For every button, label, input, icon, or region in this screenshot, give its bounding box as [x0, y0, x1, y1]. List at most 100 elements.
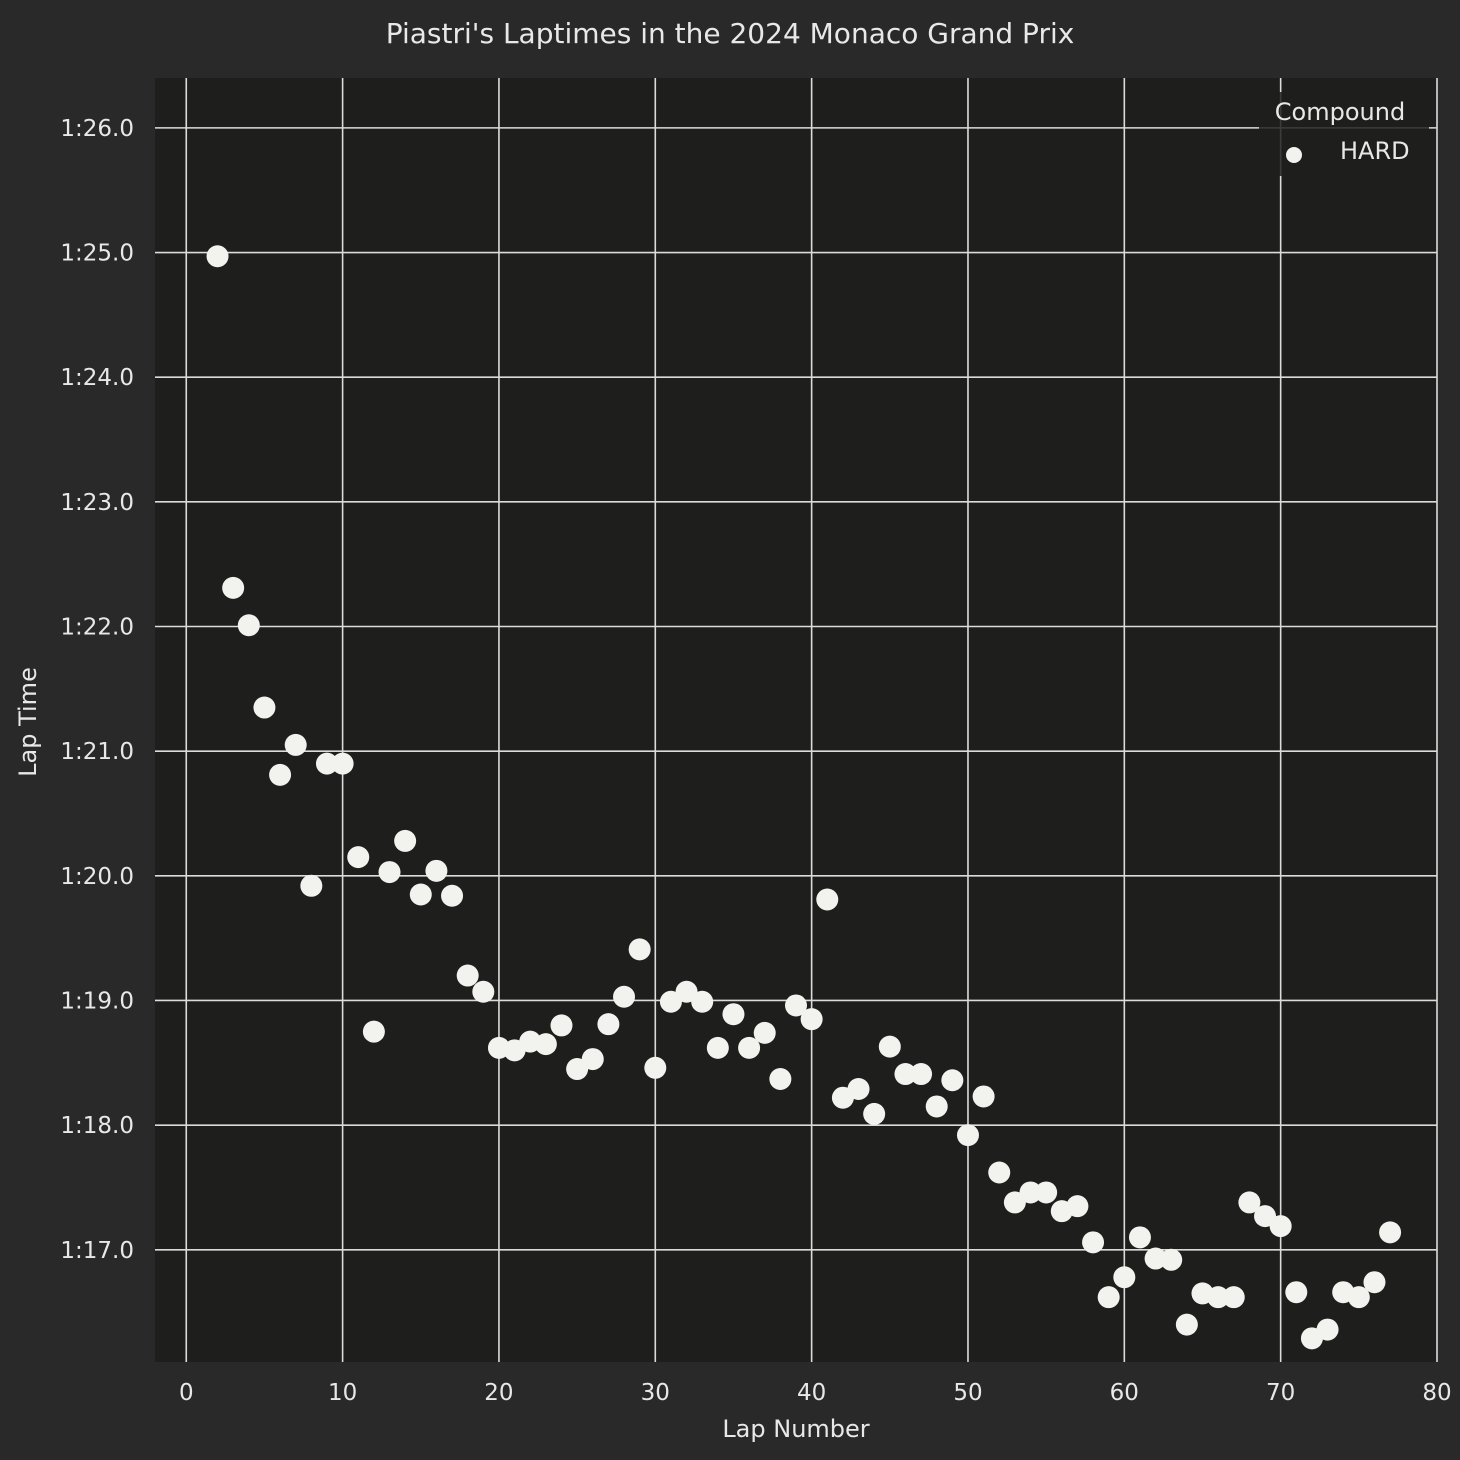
data-point: [816, 888, 839, 911]
data-point: [1082, 1231, 1105, 1254]
x-axis-ticks: 0 10 20 30 40 50 60 70 80: [179, 1380, 1452, 1406]
data-point: [1066, 1195, 1089, 1218]
data-point: [972, 1085, 995, 1108]
y-axis-label: Lap Time: [14, 667, 42, 777]
data-point: [659, 990, 682, 1013]
x-tick-label: 30: [641, 1380, 670, 1406]
y-tick-label: 1:24.0: [60, 365, 134, 391]
y-axis-ticks: 1:17.0 1:18.0 1:19.0 1:20.0 1:21.0 1:22.0 1:23…: [60, 116, 134, 1264]
y-tick-label: 1:17.0: [60, 1238, 134, 1264]
data-point: [847, 1077, 870, 1100]
data-point: [722, 1003, 745, 1026]
data-point: [331, 752, 354, 775]
data-point: [378, 861, 401, 884]
data-point: [956, 1124, 979, 1147]
legend-marker-hard: [1286, 147, 1302, 163]
y-tick-label: 1:18.0: [60, 1113, 134, 1139]
data-point: [1363, 1271, 1386, 1294]
data-point: [425, 859, 448, 882]
x-tick-label: 60: [1110, 1380, 1139, 1406]
data-point: [738, 1036, 761, 1059]
data-point: [1316, 1318, 1339, 1341]
data-point: [863, 1102, 886, 1125]
data-point: [362, 1020, 385, 1043]
data-point: [941, 1069, 964, 1092]
data-point: [1113, 1266, 1136, 1289]
data-point: [1222, 1286, 1245, 1309]
y-tick-label: 1:23.0: [60, 490, 134, 516]
data-point: [534, 1033, 557, 1056]
data-point: [394, 829, 417, 852]
grid-lines: [155, 78, 1438, 1362]
plot-area: [155, 78, 1437, 1362]
data-point: [1285, 1281, 1308, 1304]
data-point: [1207, 1286, 1230, 1309]
data-point: [644, 1056, 667, 1079]
data-point: [785, 994, 807, 1017]
x-tick-label: 70: [1266, 1380, 1295, 1406]
data-point: [456, 964, 479, 987]
data-point: [988, 1161, 1011, 1184]
data-point: [597, 1013, 620, 1036]
data-point: [253, 696, 276, 719]
data-point: [566, 1058, 589, 1081]
legend-label-hard: HARD: [1340, 137, 1410, 165]
data-point: [1003, 1191, 1026, 1214]
chart-title: Piastri's Laptimes in the 2024 Monaco Gr…: [386, 17, 1075, 50]
data-point: [706, 1036, 729, 1059]
x-tick-label: 0: [179, 1380, 194, 1406]
x-tick-label: 40: [797, 1380, 826, 1406]
legend-title: Compound: [1275, 98, 1405, 126]
data-point: [441, 884, 464, 907]
data-point: [1035, 1181, 1058, 1204]
y-tick-label: 1:22.0: [60, 615, 134, 641]
y-tick-label: 1:25.0: [60, 241, 134, 267]
data-point: [1254, 1205, 1277, 1228]
data-point: [1128, 1226, 1151, 1249]
y-tick-label: 1:19.0: [60, 988, 134, 1014]
data-point: [910, 1063, 933, 1086]
data-point: [300, 874, 323, 897]
x-axis-label: Lap Number: [722, 1415, 869, 1443]
x-tick-label: 10: [328, 1380, 357, 1406]
data-point: [769, 1068, 792, 1091]
x-tick-label: 50: [953, 1380, 982, 1406]
x-tick-label: 80: [1422, 1380, 1451, 1406]
data-point: [284, 733, 307, 756]
data-point: [1160, 1248, 1183, 1271]
data-point: [628, 938, 651, 961]
data-point: [753, 1021, 776, 1044]
data-point: [1019, 1181, 1042, 1204]
legend-box: [1259, 92, 1429, 176]
y-tick-label: 1:20.0: [60, 864, 134, 890]
data-point: [1347, 1286, 1370, 1309]
data-point: [472, 980, 495, 1003]
data-point: [550, 1014, 573, 1037]
y-tick-label: 1:21.0: [60, 739, 134, 765]
data-point: [878, 1035, 901, 1058]
x-tick-label: 20: [484, 1380, 513, 1406]
data-point: [347, 846, 370, 869]
data-point: [409, 883, 432, 906]
legend: Compound HARD: [1259, 92, 1429, 176]
data-point: [1097, 1286, 1120, 1309]
data-point: [206, 245, 229, 268]
data-point: [675, 980, 698, 1003]
data-point: [1379, 1221, 1402, 1244]
data-point: [237, 614, 260, 637]
y-tick-label: 1:26.0: [60, 116, 134, 142]
data-point: [315, 752, 338, 775]
data-point: [800, 1008, 823, 1031]
data-point: [691, 990, 714, 1013]
data-point: [222, 576, 245, 599]
data-point: [581, 1048, 604, 1071]
data-point: [1175, 1313, 1198, 1336]
data-point: [894, 1063, 917, 1086]
data-point: [1238, 1191, 1261, 1214]
data-point: [269, 763, 292, 786]
data-points: [206, 245, 1402, 1350]
data-point: [925, 1095, 948, 1118]
data-point: [1269, 1215, 1292, 1238]
data-point: [613, 985, 636, 1008]
